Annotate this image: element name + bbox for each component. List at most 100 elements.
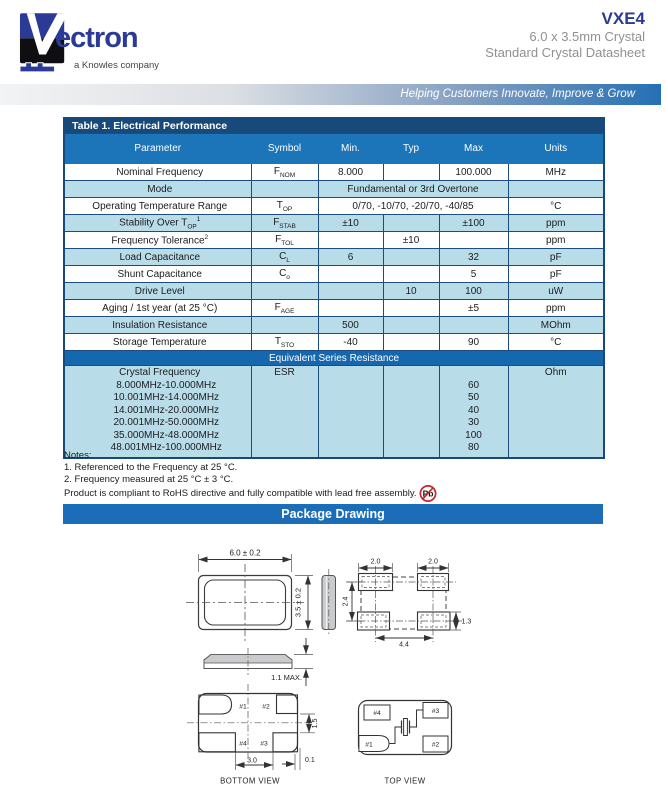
esr-value: 100 bbox=[465, 429, 482, 441]
note-1: 1. Referenced to the Frequency at 25 °C. bbox=[64, 461, 238, 473]
min-cell: -40 bbox=[317, 333, 384, 351]
symbol-cell: TSTO bbox=[250, 333, 319, 351]
esr-units: Ohm bbox=[507, 365, 605, 458]
symbol-cell: FTOL bbox=[250, 231, 319, 249]
esr-value: 30 bbox=[467, 417, 480, 428]
max-cell: 32 bbox=[438, 248, 509, 266]
bottom-pad-3-label: #3 bbox=[260, 741, 268, 748]
symbol-cell: FAGE bbox=[250, 299, 319, 317]
rohs-text: Product is compliant to RoHS directive a… bbox=[64, 488, 417, 499]
typ-cell bbox=[382, 214, 440, 232]
span-cell: 0/70, -10/70, -20/70, -40/85 bbox=[317, 197, 509, 215]
esr-min-cell bbox=[317, 365, 384, 458]
table-row: Nominal Frequency FNOM 8.000 100.000 MHz bbox=[63, 163, 605, 181]
esr-range: 48.001MHz-100.000MHz bbox=[110, 442, 222, 453]
package-drawing-figure: 6.0 ± 0.2 3.5 ± 0.2 1.1 MAX. bbox=[186, 549, 471, 786]
min-cell: 500 bbox=[317, 316, 384, 334]
esr-symbol: ESR bbox=[250, 365, 319, 458]
param-cell: Nominal Frequency bbox=[63, 163, 252, 181]
max-cell: 90 bbox=[438, 333, 509, 351]
logo-v-glyph bbox=[26, 13, 69, 55]
typ-cell bbox=[382, 316, 440, 334]
max-cell: 100 bbox=[438, 282, 509, 300]
param-cell: Load Capacitance bbox=[63, 248, 252, 266]
units-cell: ppm bbox=[507, 231, 605, 249]
esr-range: 8.000MHz-10.000MHz bbox=[116, 379, 217, 391]
top-pad-3-label: #3 bbox=[432, 708, 440, 715]
symbol-cell: FSTAB bbox=[250, 214, 319, 232]
package-top-outline-view: 6.0 ± 0.2 3.5 ± 0.2 bbox=[186, 549, 336, 641]
span-cell: Fundamental or 3rd Overtone bbox=[317, 180, 509, 198]
crystal-symbol bbox=[389, 709, 423, 744]
table-row: Mode Fundamental or 3rd Overtone bbox=[63, 180, 605, 198]
rohs-statement: Product is compliant to RoHS directive a… bbox=[64, 484, 437, 503]
logo-notch bbox=[19, 62, 56, 73]
esr-section-header: Equivalent Series Resistance bbox=[63, 350, 605, 366]
dim-bottom-pad-span: 3.0 bbox=[247, 758, 257, 765]
brand-text: ectron bbox=[55, 22, 139, 54]
table-row: Stability Over TOP1 FSTAB ±10 ±100 ppm bbox=[63, 214, 605, 232]
product-subtitle: 6.0 x 3.5mm Crystal bbox=[529, 29, 645, 44]
esr-max-values: 60 50 40 30 100 80 bbox=[438, 365, 509, 458]
typ-cell bbox=[382, 265, 440, 283]
top-pad-2-label: #2 bbox=[432, 742, 440, 749]
min-cell: ±10 bbox=[317, 214, 384, 232]
param-cell: Storage Temperature bbox=[63, 333, 252, 351]
table-row: Frequency Tolerance2 FTOL ±10 ppm bbox=[63, 231, 605, 249]
header-titles: VXE4 6.0 x 3.5mm Crystal Standard Crysta… bbox=[485, 9, 645, 60]
units-cell bbox=[507, 180, 605, 198]
esr-section-title: Equivalent Series Resistance bbox=[63, 350, 605, 366]
units-cell: ppm bbox=[507, 299, 605, 317]
typ-cell bbox=[382, 248, 440, 266]
col-parameter: Parameter bbox=[63, 133, 252, 164]
col-typ: Typ bbox=[382, 133, 440, 164]
bottom-pad-4-label: #4 bbox=[239, 741, 247, 748]
units-cell: pF bbox=[507, 265, 605, 283]
top-pad-1-label: #1 bbox=[365, 742, 373, 749]
units-cell: uW bbox=[507, 282, 605, 300]
typ-cell: 10 bbox=[382, 282, 440, 300]
max-cell: 100.000 bbox=[438, 163, 509, 181]
table-row: Operating Temperature Range TOP 0/70, -1… bbox=[63, 197, 605, 215]
table-title-row: Table 1. Electrical Performance bbox=[63, 117, 605, 134]
col-units: Units bbox=[507, 133, 605, 164]
typ-cell bbox=[382, 299, 440, 317]
electrical-performance-table: Table 1. Electrical Performance Paramete… bbox=[63, 117, 606, 459]
units-cell: MHz bbox=[507, 163, 605, 181]
esr-range: 20.001MHz-50.000MHz bbox=[113, 417, 220, 428]
param-cell: Mode bbox=[63, 180, 252, 198]
units-cell: °C bbox=[507, 197, 605, 215]
brand-tagline: a Knowles company bbox=[74, 60, 160, 71]
units-cell: ppm bbox=[507, 214, 605, 232]
esr-value: 50 bbox=[467, 392, 480, 403]
electrical-table-wrap: Table 1. Electrical Performance Paramete… bbox=[63, 117, 606, 459]
col-min: Min. bbox=[317, 133, 384, 164]
doc-title: Standard Crystal Datasheet bbox=[485, 44, 645, 60]
notes-block: Notes: 1. Referenced to the Frequency at… bbox=[64, 450, 237, 485]
symbol-cell bbox=[250, 316, 319, 334]
pb-free-icon: Pb bbox=[419, 485, 436, 502]
esr-value: 40 bbox=[467, 404, 480, 416]
symbol-cell: FNOM bbox=[250, 163, 319, 181]
dim-body-height: 3.5 ± 0.2 bbox=[294, 588, 303, 617]
table-row: Storage Temperature TSTO -40 90 °C bbox=[63, 333, 605, 351]
esr-block-row: Crystal Frequency 8.000MHz-10.000MHz 10.… bbox=[63, 365, 605, 458]
max-cell bbox=[438, 316, 509, 334]
dim-bottom-edge-gap: 0.1 bbox=[305, 757, 315, 764]
param-cell: Shunt Capacitance bbox=[63, 265, 252, 283]
units-cell: MOhm bbox=[507, 316, 605, 334]
dim-land-col-pitch: 4.4 bbox=[399, 642, 409, 649]
dim-bottom-row-pitch: 1.5 bbox=[312, 719, 319, 729]
typ-cell bbox=[382, 163, 440, 181]
package-top-view: #4 #3 #1 #2 TOP VIEW bbox=[357, 699, 453, 786]
esr-typ-cell bbox=[382, 365, 440, 458]
min-cell bbox=[317, 282, 384, 300]
top-view-label: TOP VIEW bbox=[384, 777, 425, 786]
symbol-cell bbox=[250, 282, 319, 300]
min-cell bbox=[317, 299, 384, 317]
bottom-pad-2-label: #2 bbox=[262, 704, 270, 711]
bottom-pad-1-label: #1 bbox=[239, 704, 247, 711]
units-cell: °C bbox=[507, 333, 605, 351]
esr-value: 60 bbox=[467, 379, 480, 391]
